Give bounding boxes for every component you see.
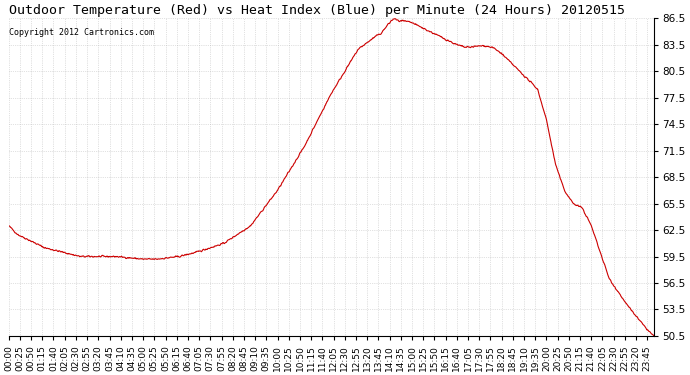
Text: Outdoor Temperature (Red) vs Heat Index (Blue) per Minute (24 Hours) 20120515: Outdoor Temperature (Red) vs Heat Index … (9, 4, 624, 17)
Text: Copyright 2012 Cartronics.com: Copyright 2012 Cartronics.com (9, 28, 155, 37)
